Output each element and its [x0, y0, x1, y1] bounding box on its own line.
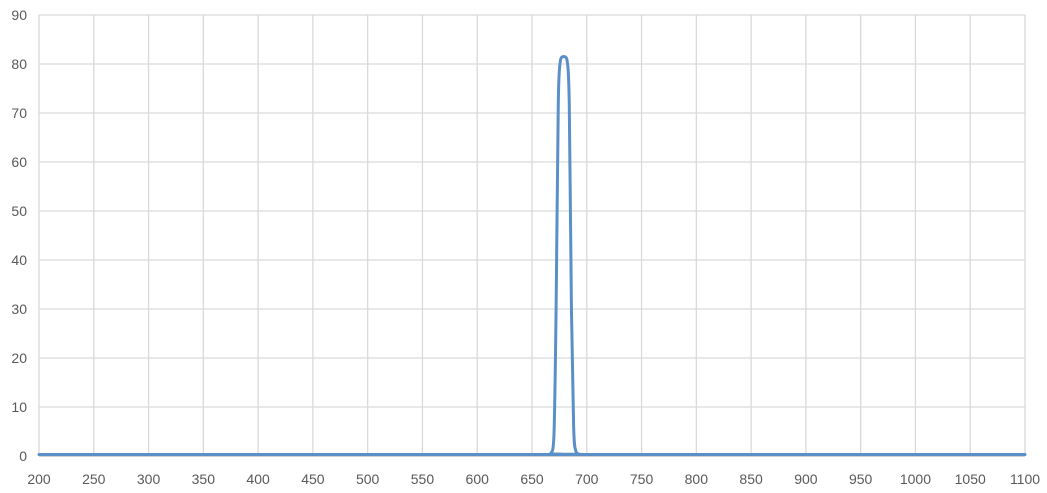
y-tick-label-90: 90 — [11, 7, 27, 23]
x-tick-label-600: 600 — [466, 471, 490, 487]
x-tick-label-550: 550 — [411, 471, 435, 487]
y-tick-label-70: 70 — [11, 105, 27, 121]
y-tick-label-10: 10 — [11, 399, 27, 415]
y-tick-label-40: 40 — [11, 252, 27, 268]
x-tick-label-800: 800 — [685, 471, 709, 487]
y-tick-label-50: 50 — [11, 203, 27, 219]
y-tick-label-0: 0 — [19, 448, 27, 464]
x-tick-label-950: 950 — [849, 471, 873, 487]
y-tick-label-80: 80 — [11, 56, 27, 72]
x-tick-label-1000: 1000 — [900, 471, 931, 487]
x-tick-label-700: 700 — [575, 471, 599, 487]
x-tick-label-650: 650 — [520, 471, 544, 487]
x-tick-label-250: 250 — [82, 471, 106, 487]
x-tick-label-350: 350 — [192, 471, 216, 487]
x-tick-label-750: 750 — [630, 471, 654, 487]
series-layer — [37, 55, 1027, 457]
x-tick-label-500: 500 — [356, 471, 380, 487]
x-tick-label-300: 300 — [137, 471, 161, 487]
x-tick-label-850: 850 — [739, 471, 763, 487]
series-line-0 — [37, 55, 1027, 457]
x-tick-label-450: 450 — [301, 471, 325, 487]
y-tick-label-60: 60 — [11, 154, 27, 170]
y-tick-label-30: 30 — [11, 301, 27, 317]
y-tick-labels: 0 10 20 30 40 50 60 70 80 90 — [11, 7, 27, 464]
x-tick-label-1100: 1100 — [1010, 471, 1040, 487]
x-tick-label-1050: 1050 — [955, 471, 986, 487]
x-tick-labels: 200 250 300 350 400 450 500 550 600 650 700 750 800 8… — [27, 471, 1040, 487]
gridlines — [38, 14, 1026, 456]
x-tick-label-200: 200 — [27, 471, 51, 487]
y-tick-label-20: 20 — [11, 350, 27, 366]
x-tick-label-900: 900 — [794, 471, 818, 487]
x-tick-label-400: 400 — [246, 471, 270, 487]
